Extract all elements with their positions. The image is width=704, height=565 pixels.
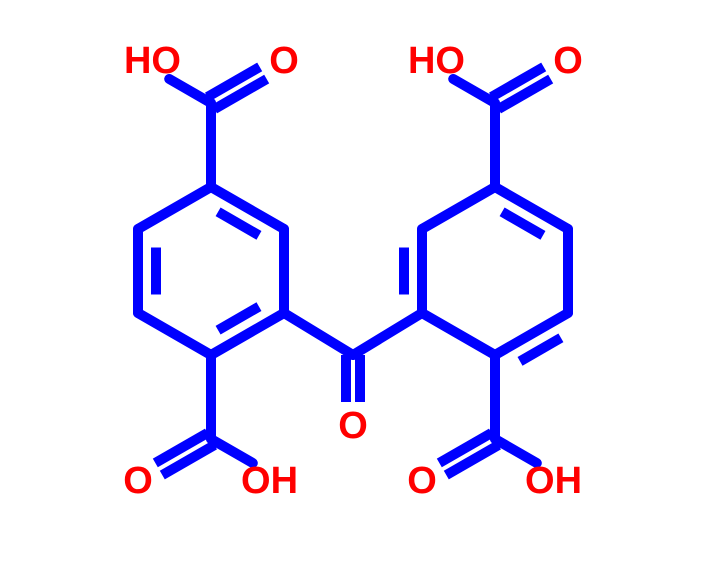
atom-label: OH xyxy=(241,460,298,502)
bond xyxy=(422,187,495,229)
bond xyxy=(422,313,495,355)
atom-label: O xyxy=(553,40,583,82)
atom-label: O xyxy=(123,460,153,502)
bond xyxy=(138,313,211,355)
atom-label: HO xyxy=(124,40,181,82)
atom-label: O xyxy=(338,405,368,447)
chemical-structure-diagram: OOHOOHOOOHOOH xyxy=(0,0,704,565)
bond xyxy=(169,79,211,103)
bond xyxy=(353,313,422,355)
bond xyxy=(453,79,495,103)
atom-label: HO xyxy=(408,40,465,82)
bond xyxy=(211,313,284,355)
bond xyxy=(284,313,353,355)
bond xyxy=(138,187,211,229)
atom-label: O xyxy=(407,460,437,502)
bond xyxy=(495,313,568,355)
bond xyxy=(495,187,568,229)
atom-label: OH xyxy=(525,460,582,502)
bond xyxy=(211,187,284,229)
atom-label: O xyxy=(269,40,299,82)
